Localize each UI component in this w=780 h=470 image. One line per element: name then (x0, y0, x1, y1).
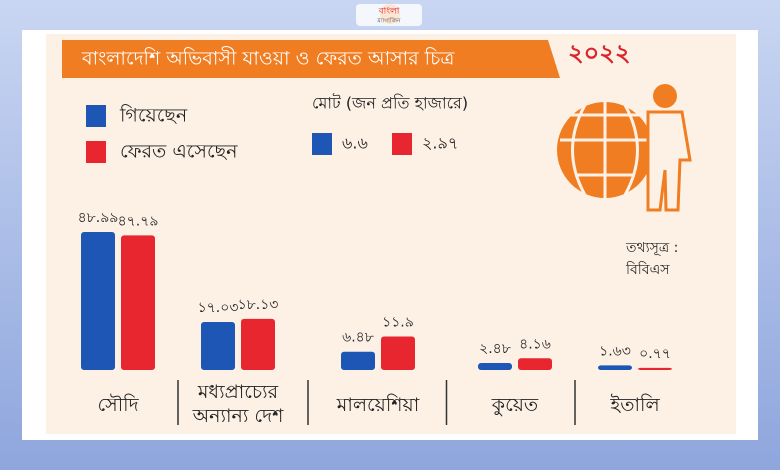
logo-subtext: ম্যাগাজিন (376, 18, 401, 25)
value-label: ৪.১৬ (519, 336, 551, 352)
logo-box (356, 4, 422, 26)
migrant-icon (557, 84, 692, 212)
total-value: ২.৯৭ (422, 134, 458, 153)
value-label: ০.৭৭ (639, 346, 671, 362)
bar (341, 351, 375, 370)
totals-title: মোট (জন প্রতি হাজারে) (312, 94, 468, 113)
bar (598, 365, 632, 370)
legend-swatch (86, 141, 106, 163)
bar (518, 358, 552, 370)
category-label: মালয়েশিয়া (336, 394, 420, 416)
value-label: ৪৮.৯৯ (78, 210, 119, 226)
legend-label: গিয়েছেন (119, 105, 188, 127)
value-label: ২.৪৮ (479, 341, 511, 357)
total-value: ৬.৬ (342, 134, 368, 153)
value-label: ১.৬৩ (599, 343, 631, 359)
total-swatch (392, 133, 412, 155)
value-label: ৬.৪৮ (342, 330, 374, 346)
category-label: সৌদি (97, 394, 139, 416)
source: বিবিএস (625, 261, 670, 278)
bar (81, 232, 115, 370)
logo-text: বাংলা (378, 7, 400, 17)
bar (478, 363, 512, 370)
title-banner (62, 40, 560, 78)
bar (121, 235, 155, 370)
bar (638, 367, 672, 370)
category-label: মধ্যপ্রাচ্যের অন্যান্য দেশ (192, 381, 284, 427)
bar (241, 318, 275, 370)
year: ২০২২ (568, 39, 630, 67)
category-label: ইতালি (610, 394, 660, 416)
bar (381, 336, 415, 370)
value-label: ১৭.০৩ (198, 300, 239, 316)
source: তথ্যসূত্র : (625, 240, 678, 256)
total-swatch (312, 133, 332, 155)
legend-swatch (86, 105, 106, 127)
value-label: ১১.৯ (382, 314, 414, 330)
value-label: ১৮.১৩ (238, 297, 279, 313)
value-label: ৪৭.৭৯ (118, 213, 159, 229)
chart-title: বাংলাদেশি অভিবাসী যাওয়া ও ফেরত আসার চিত… (81, 47, 455, 70)
bar (201, 322, 235, 370)
category-label: কুয়েত (491, 394, 539, 416)
legend-label: ফেরত এসেছেন (120, 141, 238, 163)
